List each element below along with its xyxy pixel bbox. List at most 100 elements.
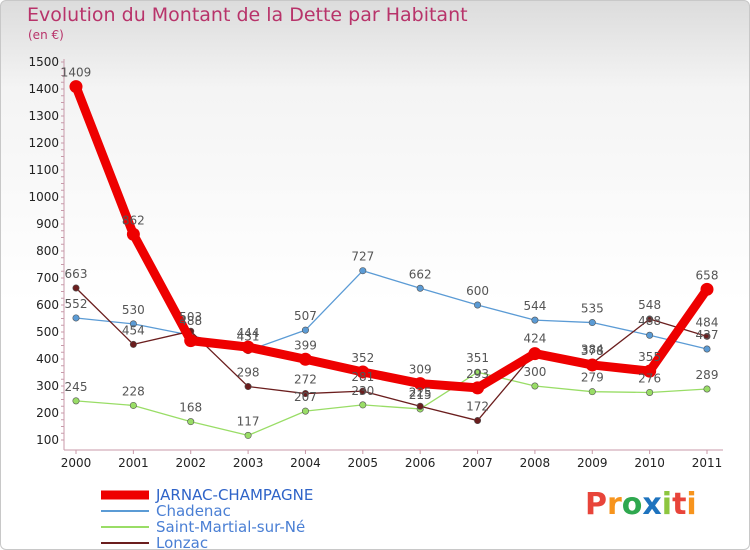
data-label-jarnac-champagne: 444 bbox=[237, 326, 260, 340]
y-tick-label: 700 bbox=[36, 271, 59, 285]
data-point-jarnac-champagne bbox=[69, 80, 83, 94]
data-point-chadenac bbox=[301, 326, 309, 334]
data-point-jarnac-champagne bbox=[585, 358, 599, 372]
series-line-jarnac-champagne bbox=[71, 82, 712, 393]
data-label-jarnac-champagne: 355 bbox=[638, 350, 661, 364]
data-label-saint-martial-sur-n: 276 bbox=[638, 371, 661, 385]
data-point-jarnac-champagne bbox=[528, 347, 542, 361]
data-label-chadenac: 600 bbox=[466, 284, 489, 298]
x-tick-label: 2004 bbox=[290, 456, 321, 470]
data-label-jarnac-champagne: 352 bbox=[351, 351, 374, 365]
data-label-saint-martial-sur-n: 168 bbox=[179, 401, 202, 415]
data-label-lonzac: 548 bbox=[638, 298, 661, 312]
x-tick-label: 2007 bbox=[462, 456, 493, 470]
data-label-lonzac: 225 bbox=[409, 385, 432, 399]
x-tick-label: 2001 bbox=[118, 456, 149, 470]
y-tick-label: 1200 bbox=[28, 136, 59, 150]
y-tick-label: 200 bbox=[36, 406, 59, 420]
data-point-saint-martial-sur-n bbox=[531, 382, 539, 390]
y-tick-label: 1000 bbox=[28, 190, 59, 204]
data-label-jarnac-champagne: 862 bbox=[122, 213, 145, 227]
data-point-saint-martial-sur-n bbox=[301, 407, 309, 415]
proxiti-logo: Proxiti bbox=[585, 487, 697, 522]
logo-letter: i bbox=[661, 487, 673, 522]
data-label-saint-martial-sur-n: 351 bbox=[466, 351, 489, 365]
data-point-chadenac bbox=[703, 345, 711, 353]
data-label-jarnac-champagne: 378 bbox=[581, 344, 604, 358]
data-label-chadenac: 662 bbox=[409, 267, 432, 281]
logo-letter: P bbox=[585, 487, 607, 522]
data-label-chadenac: 488 bbox=[638, 314, 661, 328]
data-label-chadenac: 437 bbox=[696, 328, 719, 342]
data-point-chadenac bbox=[531, 316, 539, 324]
y-tick-label: 600 bbox=[36, 298, 59, 312]
y-tick-label: 500 bbox=[36, 325, 59, 339]
x-tick-label: 2002 bbox=[175, 456, 206, 470]
series-line-saint-martial-sur-n bbox=[75, 371, 708, 437]
data-label-chadenac: 488 bbox=[179, 314, 202, 328]
y-tick-label: 100 bbox=[36, 433, 59, 447]
data-point-jarnac-champagne bbox=[700, 282, 714, 296]
data-label-chadenac: 431 bbox=[237, 330, 260, 344]
legend-label-chadenac: Chadenac bbox=[156, 502, 231, 520]
x-tick-label: 2010 bbox=[634, 456, 665, 470]
data-label-lonzac: 272 bbox=[294, 373, 317, 387]
data-label-lonzac: 384 bbox=[581, 342, 604, 356]
logo-letter: r bbox=[607, 487, 622, 522]
data-label-chadenac: 507 bbox=[294, 309, 317, 323]
data-point-jarnac-champagne bbox=[471, 381, 485, 395]
y-tick-label: 900 bbox=[36, 217, 59, 231]
y-tick-label: 800 bbox=[36, 244, 59, 258]
data-label-saint-martial-sur-n: 245 bbox=[65, 380, 88, 394]
data-point-saint-martial-sur-n bbox=[703, 385, 711, 393]
data-point-lonzac bbox=[129, 340, 137, 348]
data-point-chadenac bbox=[646, 331, 654, 339]
logo-letter: i bbox=[686, 487, 697, 522]
data-point-chadenac bbox=[359, 267, 367, 275]
data-label-chadenac: 552 bbox=[65, 297, 88, 311]
data-label-lonzac: 503 bbox=[179, 310, 202, 324]
data-point-saint-martial-sur-n bbox=[129, 401, 137, 409]
series-line-lonzac bbox=[75, 287, 708, 422]
data-label-saint-martial-sur-n: 279 bbox=[581, 371, 604, 385]
chart-title: Evolution du Montant de la Dette par Hab… bbox=[27, 4, 468, 26]
x-tick-label: 2011 bbox=[692, 456, 723, 470]
data-point-saint-martial-sur-n bbox=[244, 431, 252, 439]
data-label-lonzac: 281 bbox=[351, 370, 374, 384]
y-tick-label: 400 bbox=[36, 352, 59, 366]
data-point-chadenac bbox=[474, 301, 482, 309]
x-tick-label: 2003 bbox=[233, 456, 264, 470]
legend-label-jarnac-champagne: JARNAC-CHAMPAGNE bbox=[155, 486, 313, 504]
data-point-jarnac-champagne bbox=[184, 334, 198, 348]
logo-letter: t bbox=[672, 487, 687, 522]
data-point-saint-martial-sur-n bbox=[588, 388, 596, 396]
data-point-lonzac bbox=[72, 284, 80, 292]
data-label-lonzac: 424 bbox=[523, 332, 546, 346]
x-tick-label: 2005 bbox=[348, 456, 379, 470]
logo-letter: x bbox=[642, 487, 662, 522]
x-tick-label: 2006 bbox=[405, 456, 436, 470]
data-point-jarnac-champagne bbox=[241, 340, 255, 354]
data-label-saint-martial-sur-n: 207 bbox=[294, 390, 317, 404]
x-tick-label: 2008 bbox=[520, 456, 551, 470]
data-label-jarnac-champagne: 1409 bbox=[61, 66, 92, 80]
data-point-lonzac bbox=[646, 315, 654, 323]
data-point-saint-martial-sur-n bbox=[187, 418, 195, 426]
data-point-chadenac bbox=[72, 314, 80, 322]
data-label-jarnac-champagne: 658 bbox=[696, 268, 719, 282]
data-point-chadenac bbox=[588, 319, 596, 327]
data-point-lonzac bbox=[301, 390, 309, 398]
data-point-saint-martial-sur-n bbox=[72, 397, 80, 405]
logo-letter: o bbox=[621, 487, 643, 522]
data-label-saint-martial-sur-n: 230 bbox=[351, 384, 374, 398]
data-label-saint-martial-sur-n: 117 bbox=[237, 414, 260, 428]
data-label-chadenac: 544 bbox=[523, 299, 546, 313]
y-tick-label: 1100 bbox=[28, 163, 59, 177]
data-point-jarnac-champagne bbox=[298, 352, 312, 366]
x-tick-label: 2009 bbox=[577, 456, 608, 470]
legend-label-saint-martial-sur-n: Saint-Martial-sur-Né bbox=[156, 518, 305, 536]
data-point-jarnac-champagne bbox=[356, 365, 370, 379]
data-label-lonzac: 298 bbox=[237, 366, 260, 380]
